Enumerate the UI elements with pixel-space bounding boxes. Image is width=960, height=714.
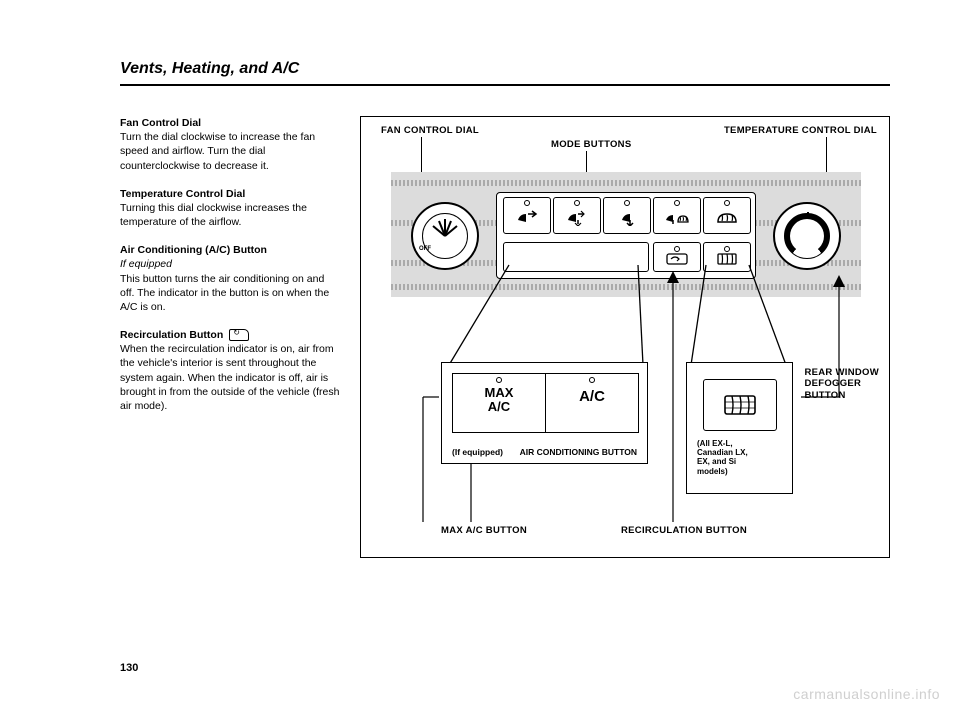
hvac-panel [391,172,861,297]
hvac-diagram: FAN CONTROL DIAL MODE BUTTONS TEMPERATUR… [360,116,890,558]
recirc-heading: Recirculation Button [120,329,223,341]
label-ac-button: AIR CONDITIONING BUTTON [520,447,637,457]
label-fan-control-dial: FAN CONTROL DIAL [381,125,479,136]
led-icon [674,246,680,252]
rear-window-models-note: (All EX-L, Canadian LX, EX, and Si model… [697,439,748,476]
ac-paragraph: Air Conditioning (A/C) Button If equippe… [120,243,340,314]
fan-dial-inner [422,213,468,259]
max-ac-label: MAX A/C [485,385,514,414]
leader-temp [826,137,827,175]
max-ac-button-detail: MAX A/C [453,374,546,432]
panel-stripe [391,284,861,290]
label-if-equipped: (If equipped) [452,447,503,457]
recirculation-icon [663,251,691,267]
label-recirculation-button: RECIRCULATION BUTTON [621,525,747,536]
led-icon [724,246,730,252]
label-max-ac-button: MAX A/C BUTTON [441,525,527,536]
label-rear-window-defogger: REAR WINDOW DEFOGGER BUTTON [804,367,879,401]
led-icon [496,377,502,383]
rear-window-callout-box: (All EX-L, Canadian LX, EX, and Si model… [686,362,793,494]
temp-body: Turning this dial clockwise increases th… [120,202,307,228]
leader-fan [421,137,422,175]
recirc-paragraph: Recirculation Button When the recirculat… [120,328,340,413]
fan-control-dial [411,202,479,270]
led-icon [589,377,595,383]
recirc-body: When the recirculation indicator is on, … [120,343,339,412]
mode-button-row [496,192,756,279]
lower-blank-button [503,242,649,272]
mode-button-face-floor [553,197,601,234]
content-row: Fan Control Dial Turn the dial clockwise… [120,116,890,558]
fan-arc-icon [423,214,467,258]
ac-button-pair: MAX A/C A/C [452,373,639,433]
rear-defogger-icon [713,251,741,267]
description-column: Fan Control Dial Turn the dial clockwise… [120,116,340,558]
mode-floor-defrost-icon [662,206,692,226]
mode-button-face [503,197,551,234]
watermark-text: carmanualsonline.info [793,686,940,702]
mode-face-icon [512,206,542,226]
section-title: Vents, Heating, and A/C [120,60,890,86]
ac-sub: If equipped [120,258,172,270]
page-number: 130 [120,662,138,674]
label-mode-buttons: MODE BUTTONS [551,139,631,150]
fan-body: Turn the dial clockwise to increase the … [120,131,315,171]
rear-defogger-icon [719,390,761,420]
temperature-control-dial [773,202,841,270]
panel-stripe [391,180,861,186]
temp-heading: Temperature Control Dial [120,188,245,200]
mode-floor-icon [612,206,642,226]
rear-defogger-button [703,242,751,272]
temp-dial-inner [784,213,830,259]
mode-button-floor-defrost [653,197,701,234]
rear-defogger-button-detail [703,379,777,431]
mode-button-defrost [703,197,751,234]
fan-paragraph: Fan Control Dial Turn the dial clockwise… [120,116,340,173]
ac-callout-box: MAX A/C A/C AIR CONDITIONING BUTTON (If … [441,362,648,464]
mode-button-floor [603,197,651,234]
ac-label: A/C [579,388,605,405]
recirculation-button [653,242,701,272]
recirculation-icon [229,329,249,341]
temp-paragraph: Temperature Control Dial Turning this di… [120,187,340,230]
mode-face-floor-icon [562,206,592,226]
mode-defrost-icon [712,206,742,226]
ac-heading: Air Conditioning (A/C) Button [120,244,267,256]
manual-page: Vents, Heating, and A/C Fan Control Dial… [0,0,960,714]
ac-button-detail: A/C [546,374,638,432]
fan-heading: Fan Control Dial [120,117,201,129]
label-temperature-control-dial: TEMPERATURE CONTROL DIAL [724,125,877,136]
ac-body: This button turns the air conditioning o… [120,273,329,313]
